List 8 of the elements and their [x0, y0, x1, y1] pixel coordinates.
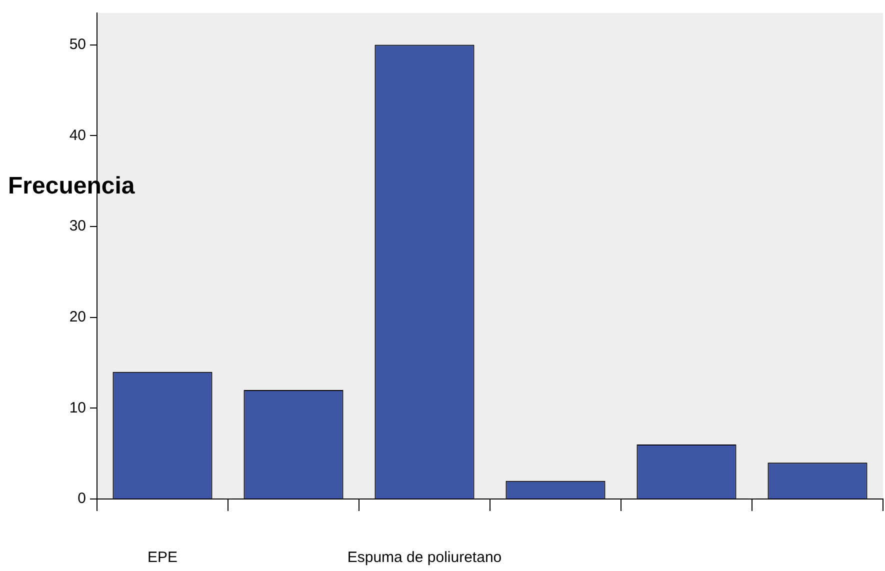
y-tick-label: 50 — [69, 36, 86, 53]
y-tick-label: 0 — [78, 490, 86, 508]
x-tick-label: Espuma de poliuretano — [347, 549, 502, 566]
x-tick-label: EPE — [147, 549, 178, 566]
y-tick-label: 20 — [69, 308, 86, 326]
y-tick-label: 30 — [69, 218, 86, 235]
y-tick-label: 40 — [69, 126, 86, 144]
y-tick-label: 10 — [69, 399, 86, 416]
